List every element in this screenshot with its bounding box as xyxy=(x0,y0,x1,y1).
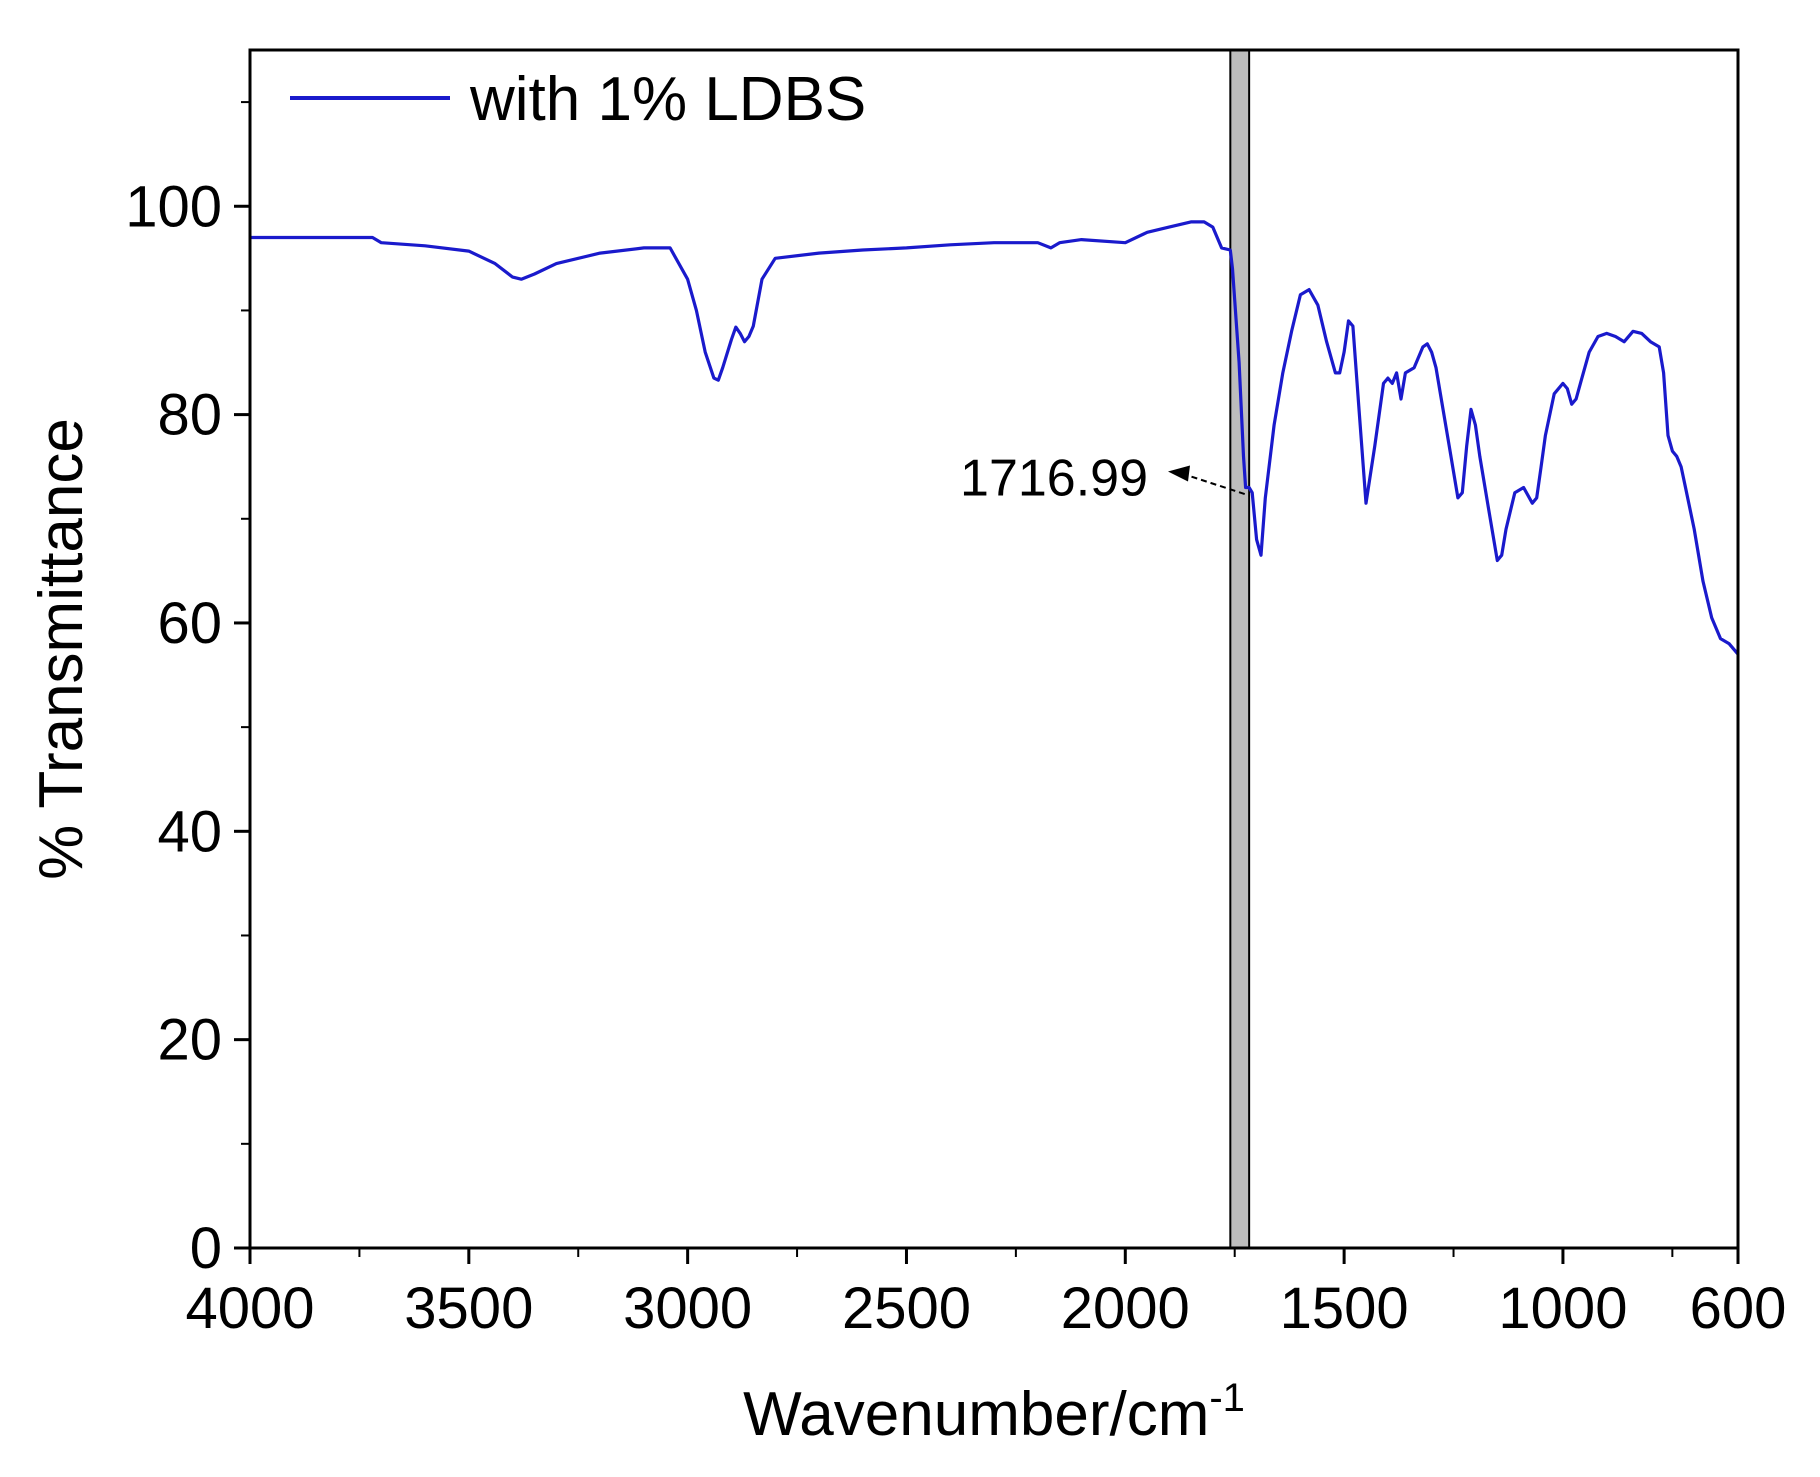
x-axis-title: Wavenumber/cm-1 xyxy=(743,1376,1245,1449)
y-axis-title: % Transmittance xyxy=(27,418,96,880)
y-tick-label: 80 xyxy=(157,383,222,448)
y-tick-label: 20 xyxy=(157,1008,222,1073)
peak-annotation-arrow-line xyxy=(1181,472,1250,497)
x-tick-label: 2000 xyxy=(1061,1276,1190,1341)
y-tick-labels: 0 20 40 60 80 100 xyxy=(125,174,222,1281)
highlight-band xyxy=(1230,50,1250,1248)
peak-annotation-arrow-head xyxy=(1168,465,1190,482)
x-tick-label: 1000 xyxy=(1498,1276,1627,1341)
x-tick-label: 2500 xyxy=(842,1276,971,1341)
peak-annotation-label: 1716.99 xyxy=(960,450,1148,508)
x-tick-label: 1500 xyxy=(1280,1276,1409,1341)
plot-frame xyxy=(248,48,1740,1250)
legend: with 1% LDBS xyxy=(290,65,866,134)
x-tick-label: 4000 xyxy=(185,1276,314,1341)
x-axis-title-text: Wavenumber/cm xyxy=(743,1380,1209,1449)
y-tick-label: 0 xyxy=(190,1216,222,1281)
y-tick-label: 40 xyxy=(157,799,222,864)
legend-label: with 1% LDBS xyxy=(469,65,866,134)
y-tick-label: 100 xyxy=(125,174,222,239)
y-tick-label: 60 xyxy=(157,591,222,656)
peak-annotation: 1716.99 xyxy=(960,450,1250,508)
highlight-band-layer xyxy=(1229,50,1251,1248)
x-tick-label: 3000 xyxy=(623,1276,752,1341)
x-axis-title-superscript: -1 xyxy=(1209,1376,1245,1420)
x-tick-label: 3500 xyxy=(404,1276,533,1341)
x-tick-label: 600 xyxy=(1690,1276,1787,1341)
series-line xyxy=(250,220,1740,656)
series-layer xyxy=(250,220,1740,656)
x-tick-labels: 4000 3500 3000 2500 2000 1500 1000 600 xyxy=(185,1276,1786,1341)
